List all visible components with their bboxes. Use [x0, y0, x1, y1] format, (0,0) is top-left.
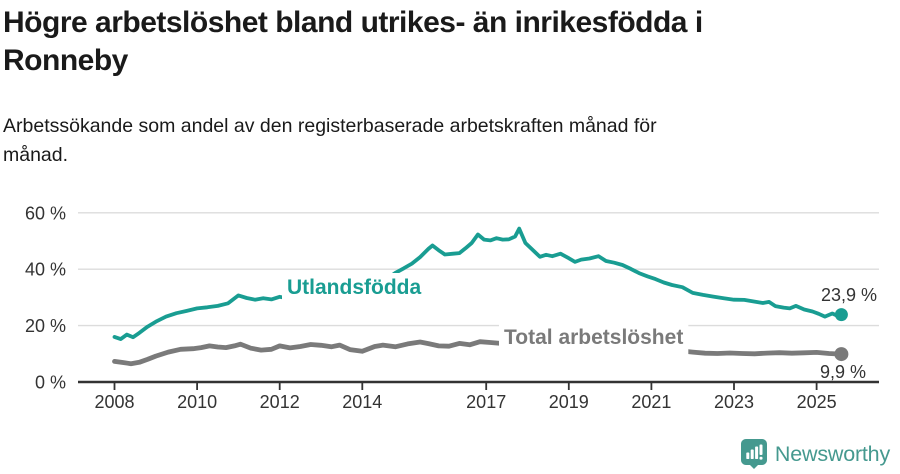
x-tick-label: 2023 — [714, 392, 754, 412]
unemployment-line-chart: 2008 2010 2012 2014 2017 2019 2021 2023 2025 0 % 2… — [25, 203, 879, 412]
newsworthy-bar-chart-bubble-icon — [740, 439, 767, 469]
newsworthy-logo: Newsworthy — [740, 439, 890, 469]
series-line-total-arbetsloshet — [112, 339, 844, 367]
logo-bars-and-exclamation — [746, 444, 763, 460]
x-tick-label: 2025 — [797, 392, 837, 412]
series-label-backing — [282, 273, 427, 307]
series-label-utlandsfodda: Utlandsfödda — [287, 276, 421, 299]
series-label-backing — [499, 323, 689, 357]
line-chart-area: 2008 2010 2012 2014 2017 2019 2021 2023 2025 0 % 2… — [0, 195, 900, 445]
series-end-dot-total-arbetsloshet — [834, 347, 849, 362]
x-tick-label: 2010 — [177, 392, 217, 412]
series-label-total-arbetsloshet: Total arbetslöshet — [504, 326, 683, 349]
end-value-label-utlandsfodda: 23,9 % — [821, 285, 877, 305]
page-title: Högre arbetslöshet bland utrikes- än inr… — [3, 6, 703, 78]
y-tick-label: 40 % — [25, 260, 66, 280]
series-end-dot-utlandsfodda — [834, 308, 848, 322]
x-tick-label: 2021 — [631, 392, 671, 412]
logo-bubble-shape — [740, 439, 767, 469]
x-tick-label: 2019 — [549, 392, 589, 412]
x-tick-label: 2012 — [260, 392, 300, 412]
x-tick-label: 2008 — [94, 392, 134, 412]
y-tick-label: 60 % — [25, 203, 66, 223]
y-tick-label: 0 % — [35, 373, 66, 393]
y-tick-label: 20 % — [25, 316, 66, 336]
x-tick-label: 2017 — [466, 392, 506, 412]
chart-subtitle: Arbetssökande som andel av den registerb… — [3, 115, 657, 167]
x-tick-label: 2014 — [342, 392, 382, 412]
brand-wordmark: Newsworthy — [774, 441, 890, 466]
series-line-utlandsfodda — [112, 226, 844, 341]
end-value-label-total-arbetsloshet: 9,9 % — [820, 362, 866, 382]
